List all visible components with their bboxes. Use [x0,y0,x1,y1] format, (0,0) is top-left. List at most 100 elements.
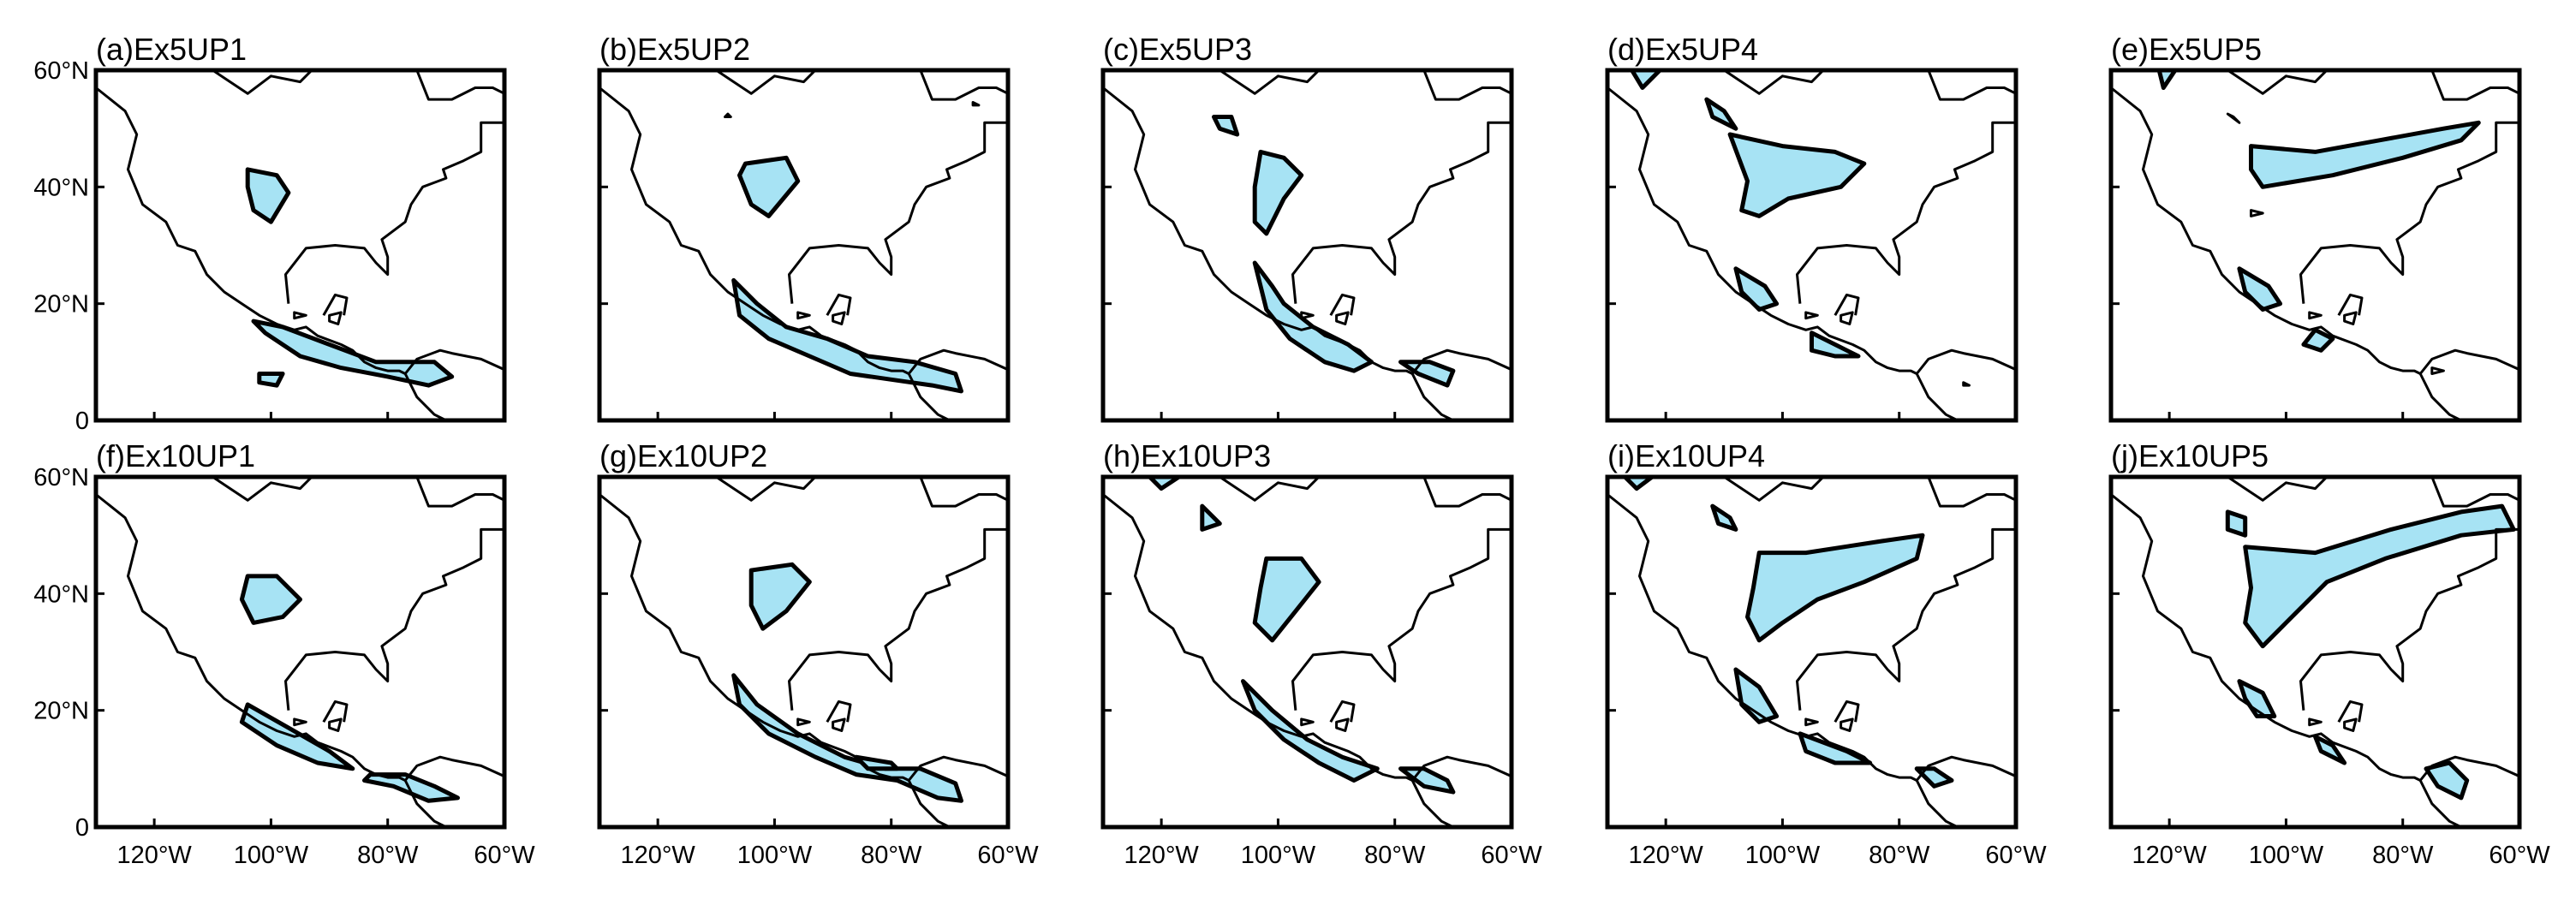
coastline [403,372,447,420]
coastline [1607,86,2016,375]
island-outline [2343,311,2358,325]
island-outline [2308,311,2323,320]
island-outline [832,717,846,732]
coastline [1723,70,1825,95]
panel-frame [93,68,507,423]
coastline [1291,121,1512,304]
coastline [715,70,817,95]
panel-frame [1605,474,2018,830]
island-outline [1300,717,1315,727]
shaded-region [1252,556,1321,643]
shaded-region [1710,503,1738,532]
map-panel: (j)Ex10UP5 [2108,438,2522,830]
island-outline [832,311,846,325]
shaded-region [2156,70,2178,90]
shaded-region [780,423,798,429]
coastline [1915,779,1959,827]
island-outline [1840,311,1854,325]
panel-frame [2108,68,2522,423]
panel-frame [93,474,507,830]
x-tick-label: 60°W [1481,842,1542,869]
shaded-region [1212,115,1240,137]
y-tick-label: 60°N [33,57,89,85]
y-tick-label: 40°N [33,174,89,201]
panel-title: (b)Ex5UP2 [599,32,750,67]
map-panel: (f)Ex10UP1 [93,438,507,830]
panel-frame [1100,474,1514,830]
coastline [1410,372,1454,420]
coastline [322,293,349,317]
coastline [788,121,1008,304]
shaded-region [1200,503,1222,532]
coastline [1422,477,1512,508]
panel-title: (c)Ex5UP3 [1103,32,1252,67]
x-tick-label: 80°W [2372,842,2434,869]
y-tick-label: 0 [75,814,89,842]
island-outline [1335,717,1350,732]
shaded-region [1252,149,1304,236]
coastline [96,86,504,375]
coastline [1291,527,1512,711]
x-tick-label: 120°W [2132,842,2207,869]
island-outline [1804,717,1819,727]
coastline [212,477,313,502]
map-panel: (b)Ex5UP2 [597,32,1011,429]
shaded-region [737,155,801,218]
coastline [788,527,1008,711]
shaded-region [1146,477,1182,491]
coastline [1927,477,2016,508]
map-panel: (d)Ex5UP4 [1605,32,2018,423]
small-outline [971,101,981,107]
x-tick-label: 100°W [737,842,813,869]
coastline [1329,700,1356,723]
panel-title: (j)Ex10UP5 [2111,438,2269,473]
shaded-region [1241,679,1380,783]
coastline [826,700,852,723]
coastline [1103,86,1512,375]
shaded-region [251,319,455,388]
panel-title: (d)Ex5UP4 [1607,32,1758,67]
panel-frame [1100,68,1514,423]
x-tick-label: 80°W [861,842,922,869]
shaded-region [2225,509,2248,538]
x-tick-label: 60°W [1985,842,2047,869]
island-outline [293,717,307,727]
coastline [415,477,504,508]
shaded-region [1629,70,1662,90]
panel-frame [597,68,1011,423]
island-outline [2343,717,2358,732]
coastline [599,493,1008,782]
coastline [2430,477,2519,508]
small-outline [724,112,732,118]
panel-frame [597,474,1011,830]
shaded-region [1798,731,1873,765]
x-tick-label: 60°W [977,842,1039,869]
coastline [1219,70,1321,95]
shaded-region [1727,132,1867,218]
x-tick-label: 80°W [1364,842,1426,869]
coastline [2430,70,2519,101]
coastline [2227,477,2329,502]
small-outline [2226,112,2241,124]
coastline [907,372,951,420]
shaded-region [1621,477,1656,491]
coastline [403,779,447,827]
coastline [919,70,1008,101]
x-tick-label: 100°W [2249,842,2324,869]
shaded-region [2424,760,2470,801]
panel-title: (g)Ex10UP2 [599,438,767,473]
coastline [599,86,1008,375]
small-outline [1962,381,1971,387]
coastline [96,493,504,782]
shaded-region [2243,503,2516,649]
y-tick-label: 0 [75,408,89,435]
shaded-region [2313,734,2347,765]
island-outline [293,311,307,320]
map-panel: (g)Ex10UP2 [597,438,1011,830]
island-outline [796,311,811,320]
shaded-region [2301,327,2335,353]
y-tick-label: 40°N [33,580,89,608]
coastline [2111,86,2519,375]
map-panel: (i)Ex10UP4 [1605,438,2018,830]
shaded-region [239,574,302,625]
